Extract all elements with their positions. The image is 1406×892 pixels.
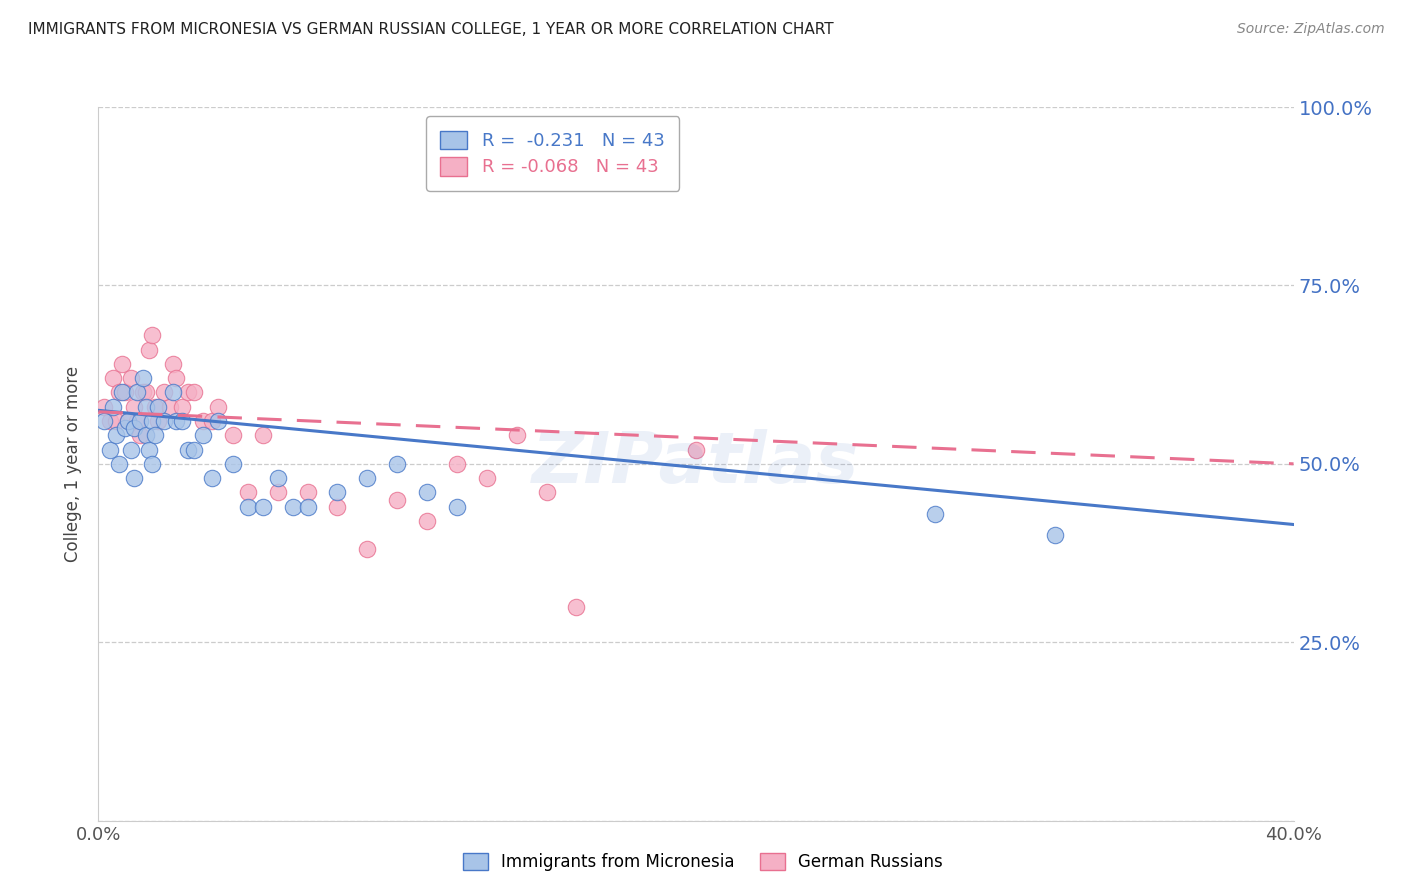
Point	[685, 442, 707, 457]
Point	[207, 400, 229, 414]
Point	[120, 442, 142, 457]
Point	[135, 400, 157, 414]
Point	[326, 500, 349, 514]
Point	[117, 414, 139, 428]
Point	[148, 400, 170, 414]
Point	[356, 471, 378, 485]
Point	[207, 414, 229, 428]
Point	[129, 414, 152, 428]
Point	[120, 371, 142, 385]
Point	[252, 500, 274, 514]
Point	[281, 500, 304, 514]
Point	[132, 385, 155, 400]
Point	[108, 385, 131, 400]
Point	[201, 471, 224, 485]
Point	[135, 428, 157, 442]
Point	[416, 485, 439, 500]
Point	[416, 514, 439, 528]
Point	[1043, 528, 1066, 542]
Point	[153, 414, 176, 428]
Point	[222, 457, 245, 471]
Point	[100, 442, 122, 457]
Text: IMMIGRANTS FROM MICRONESIA VS GERMAN RUSSIAN COLLEGE, 1 YEAR OR MORE CORRELATION: IMMIGRANTS FROM MICRONESIA VS GERMAN RUS…	[28, 22, 834, 37]
Point	[153, 385, 176, 400]
Point	[103, 400, 125, 414]
Point	[297, 500, 319, 514]
Point	[141, 414, 163, 428]
Point	[475, 471, 498, 485]
Point	[100, 414, 122, 428]
Text: Source: ZipAtlas.com: Source: ZipAtlas.com	[1237, 22, 1385, 37]
Point	[236, 500, 259, 514]
Point	[326, 485, 349, 500]
Point	[536, 485, 558, 500]
Point	[93, 400, 115, 414]
Legend: Immigrants from Micronesia, German Russians: Immigrants from Micronesia, German Russi…	[454, 845, 952, 880]
Point	[124, 400, 146, 414]
Point	[93, 414, 115, 428]
Point	[103, 371, 125, 385]
Point	[143, 428, 166, 442]
Point	[127, 414, 149, 428]
Point	[385, 492, 409, 507]
Point	[124, 471, 146, 485]
Point	[222, 428, 245, 442]
Point	[385, 457, 409, 471]
Point	[105, 428, 128, 442]
Point	[177, 385, 200, 400]
Text: ZIPatlas: ZIPatlas	[533, 429, 859, 499]
Point	[183, 385, 205, 400]
Point	[165, 371, 187, 385]
Point	[267, 471, 290, 485]
Point	[108, 457, 131, 471]
Point	[141, 328, 163, 343]
Point	[129, 428, 152, 442]
Legend: R =  -0.231   N = 43, R = -0.068   N = 43: R = -0.231 N = 43, R = -0.068 N = 43	[426, 116, 679, 191]
Point	[924, 507, 946, 521]
Point	[565, 599, 588, 614]
Point	[141, 457, 163, 471]
Point	[105, 414, 128, 428]
Point	[172, 414, 194, 428]
Point	[124, 421, 146, 435]
Point	[446, 457, 468, 471]
Point	[177, 442, 200, 457]
Point	[267, 485, 290, 500]
Point	[148, 414, 170, 428]
Point	[172, 400, 194, 414]
Point	[183, 442, 205, 457]
Point	[132, 371, 155, 385]
Y-axis label: College, 1 year or more: College, 1 year or more	[65, 366, 83, 562]
Point	[138, 442, 160, 457]
Point	[252, 428, 274, 442]
Point	[201, 414, 224, 428]
Point	[117, 414, 139, 428]
Point	[191, 414, 214, 428]
Point	[446, 500, 468, 514]
Point	[114, 385, 136, 400]
Point	[111, 385, 134, 400]
Point	[135, 385, 157, 400]
Point	[506, 428, 529, 442]
Point	[138, 343, 160, 357]
Point	[356, 542, 378, 557]
Point	[162, 385, 184, 400]
Point	[165, 414, 187, 428]
Point	[127, 385, 149, 400]
Point	[236, 485, 259, 500]
Point	[297, 485, 319, 500]
Point	[114, 421, 136, 435]
Point	[159, 400, 181, 414]
Point	[162, 357, 184, 371]
Point	[143, 400, 166, 414]
Point	[191, 428, 214, 442]
Point	[111, 357, 134, 371]
